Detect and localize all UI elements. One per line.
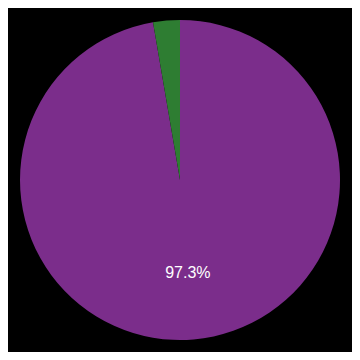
svg-text:97.3%: 97.3% (165, 264, 210, 281)
